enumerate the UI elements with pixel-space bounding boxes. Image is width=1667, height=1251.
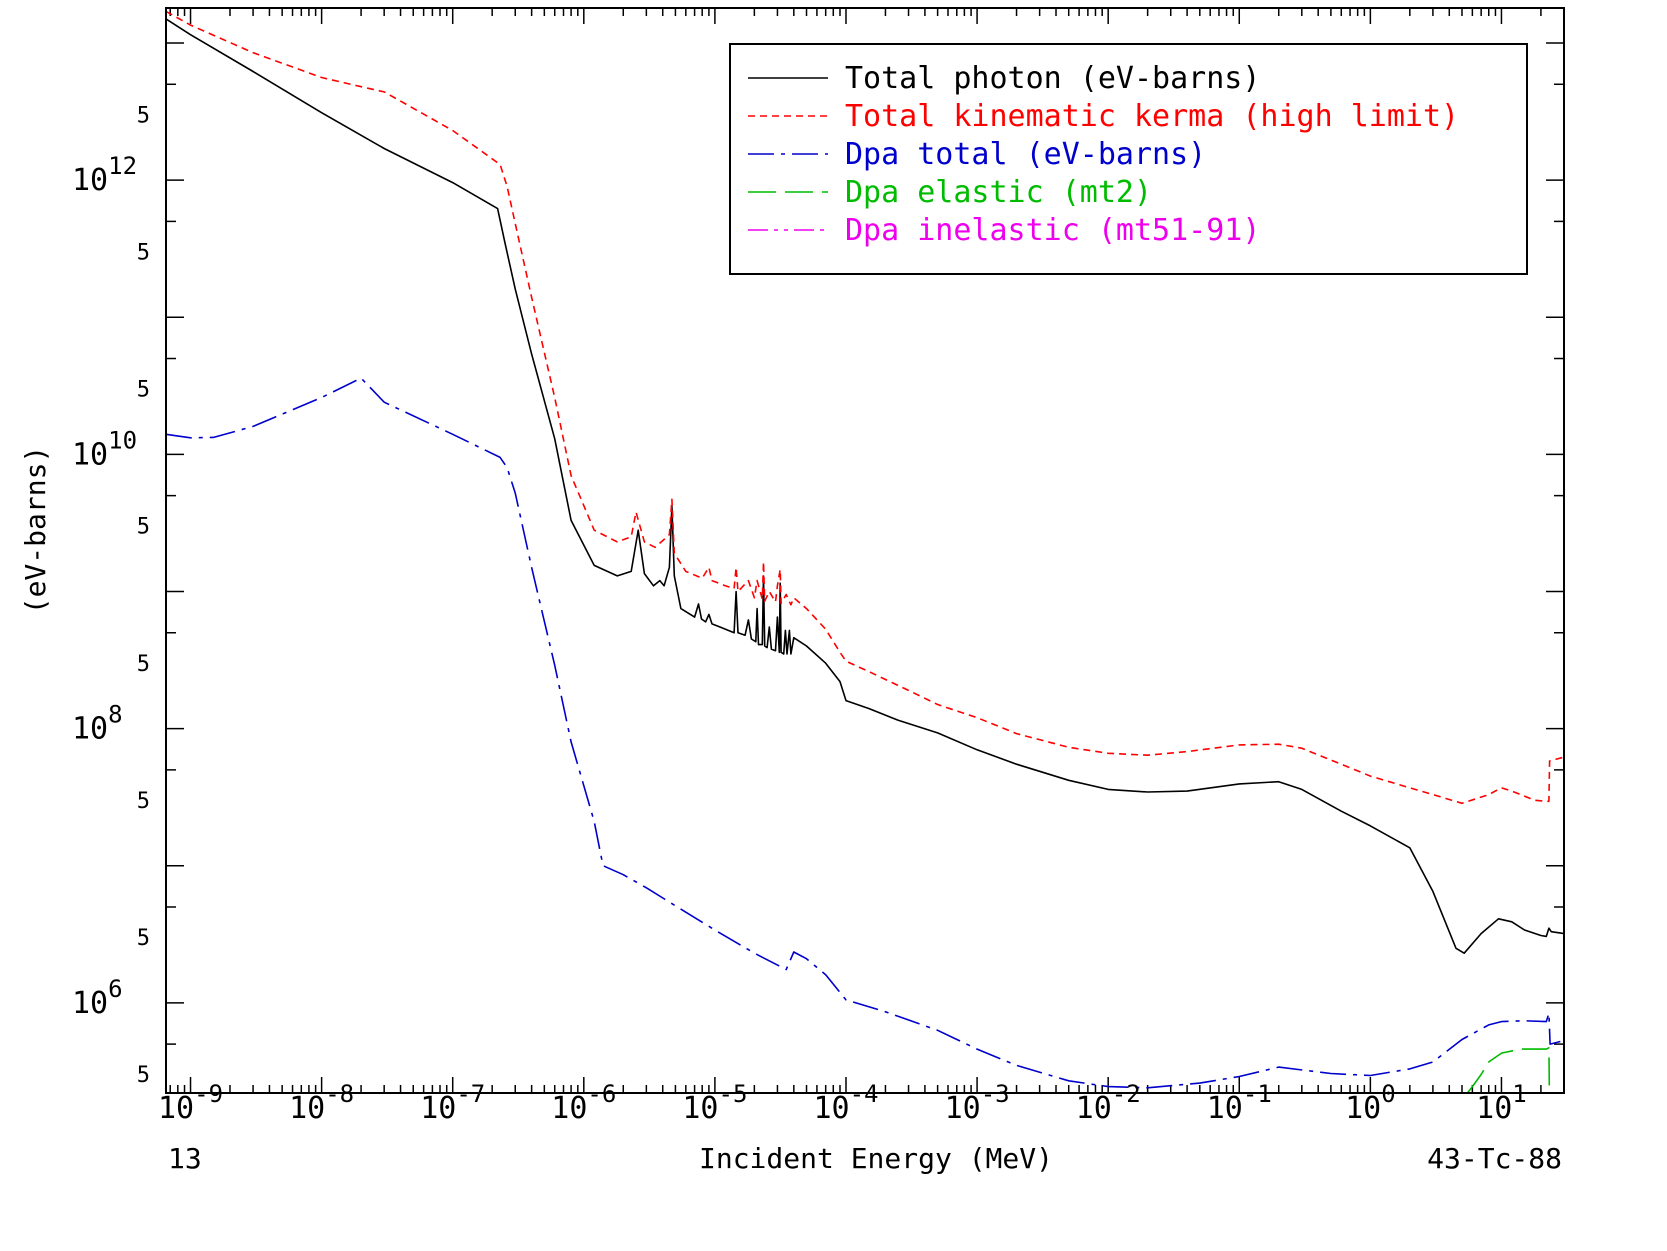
x-tick-label: 10-1 (1207, 1080, 1272, 1126)
series-line-2 (165, 377, 1565, 1089)
y-axis-label: (eV-barns) (19, 446, 52, 615)
x-tick-label: 101 (1476, 1080, 1527, 1126)
x-tick-label: 10-4 (813, 1080, 878, 1126)
legend-label: Total kinematic kerma (high limit) (845, 99, 1459, 134)
y-tick-label: 108 (72, 701, 123, 747)
y-tick-label: 1012 (72, 152, 137, 198)
x-tick-labels: 10-9 10-8 10-7 10-6 10-5 10-4 10-3 10-2 10-1 100 1… (158, 1080, 1527, 1126)
legend-label: Dpa inelastic (mt51-91) (845, 213, 1260, 248)
x-tick-label: 10-9 (158, 1080, 223, 1126)
y-tick-label: 1010 (72, 426, 137, 472)
y-minor-tick-label: 5 (137, 926, 150, 951)
corner-label-right: 43-Tc-88 (1427, 1142, 1562, 1175)
corner-label-left: 13 (168, 1142, 202, 1175)
y-minor-tick-label: 5 (137, 1063, 150, 1088)
y-minor-tick-label: 5 (137, 378, 150, 403)
y-minor-tick-label: 5 (137, 515, 150, 540)
legend: Total photon (eV-barns)Total kinematic k… (729, 43, 1528, 275)
x-tick-label: 10-6 (551, 1080, 616, 1126)
plot-frame (165, 7, 1565, 1094)
x-tick-label: 10-7 (420, 1080, 485, 1126)
series-line-1 (165, 10, 1565, 805)
y-minor-tick-label: 5 (137, 240, 150, 265)
x-tick-label: 10-3 (945, 1080, 1010, 1126)
y-minor-tick-label: 5 (137, 652, 150, 677)
data-series (165, 10, 1565, 1094)
legend-box (729, 43, 1528, 275)
legend-label: Dpa total (eV-barns) (845, 137, 1206, 172)
series-line-0 (165, 18, 1565, 955)
x-tick-label: 10-8 (289, 1080, 354, 1126)
y-tick-labels: 1012 1010 108 106 5 5 5 5 5 5 5 5 (72, 103, 150, 1088)
x-tick-label: 100 (1345, 1080, 1396, 1126)
y-minor-tick-label: 5 (137, 103, 150, 128)
x-tick-label: 10-2 (1076, 1080, 1141, 1126)
y-minor-tick-label: 5 (137, 789, 150, 814)
x-axis-label: Incident Energy (MeV) (699, 1142, 1053, 1175)
axis-ticks (166, 8, 1565, 1093)
series-line-3 (1466, 1047, 1551, 1094)
y-tick-label: 106 (72, 975, 123, 1021)
x-tick-label: 10-5 (682, 1080, 747, 1126)
legend-label: Total photon (eV-barns) (845, 61, 1260, 96)
legend-label: Dpa elastic (mt2) (845, 175, 1152, 210)
